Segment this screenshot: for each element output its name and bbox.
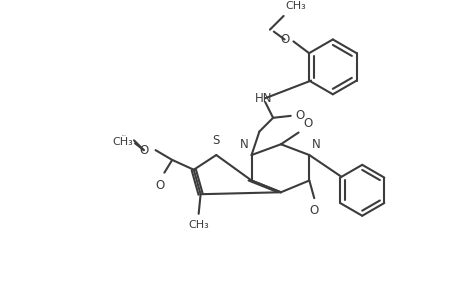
Text: CH₃: CH₃ [285, 1, 306, 11]
Text: O: O [309, 204, 318, 217]
Text: O: O [303, 117, 312, 130]
Text: CH₃: CH₃ [188, 220, 208, 230]
Text: O: O [156, 178, 165, 191]
Text: S: S [212, 134, 219, 147]
Text: O: O [295, 110, 304, 122]
Text: methyl: methyl [122, 135, 127, 136]
Text: HN: HN [254, 92, 271, 105]
Text: O: O [280, 33, 289, 46]
Text: N: N [239, 138, 248, 151]
Text: N: N [312, 138, 320, 151]
Text: CH₃: CH₃ [112, 137, 133, 147]
Text: O: O [139, 144, 148, 157]
